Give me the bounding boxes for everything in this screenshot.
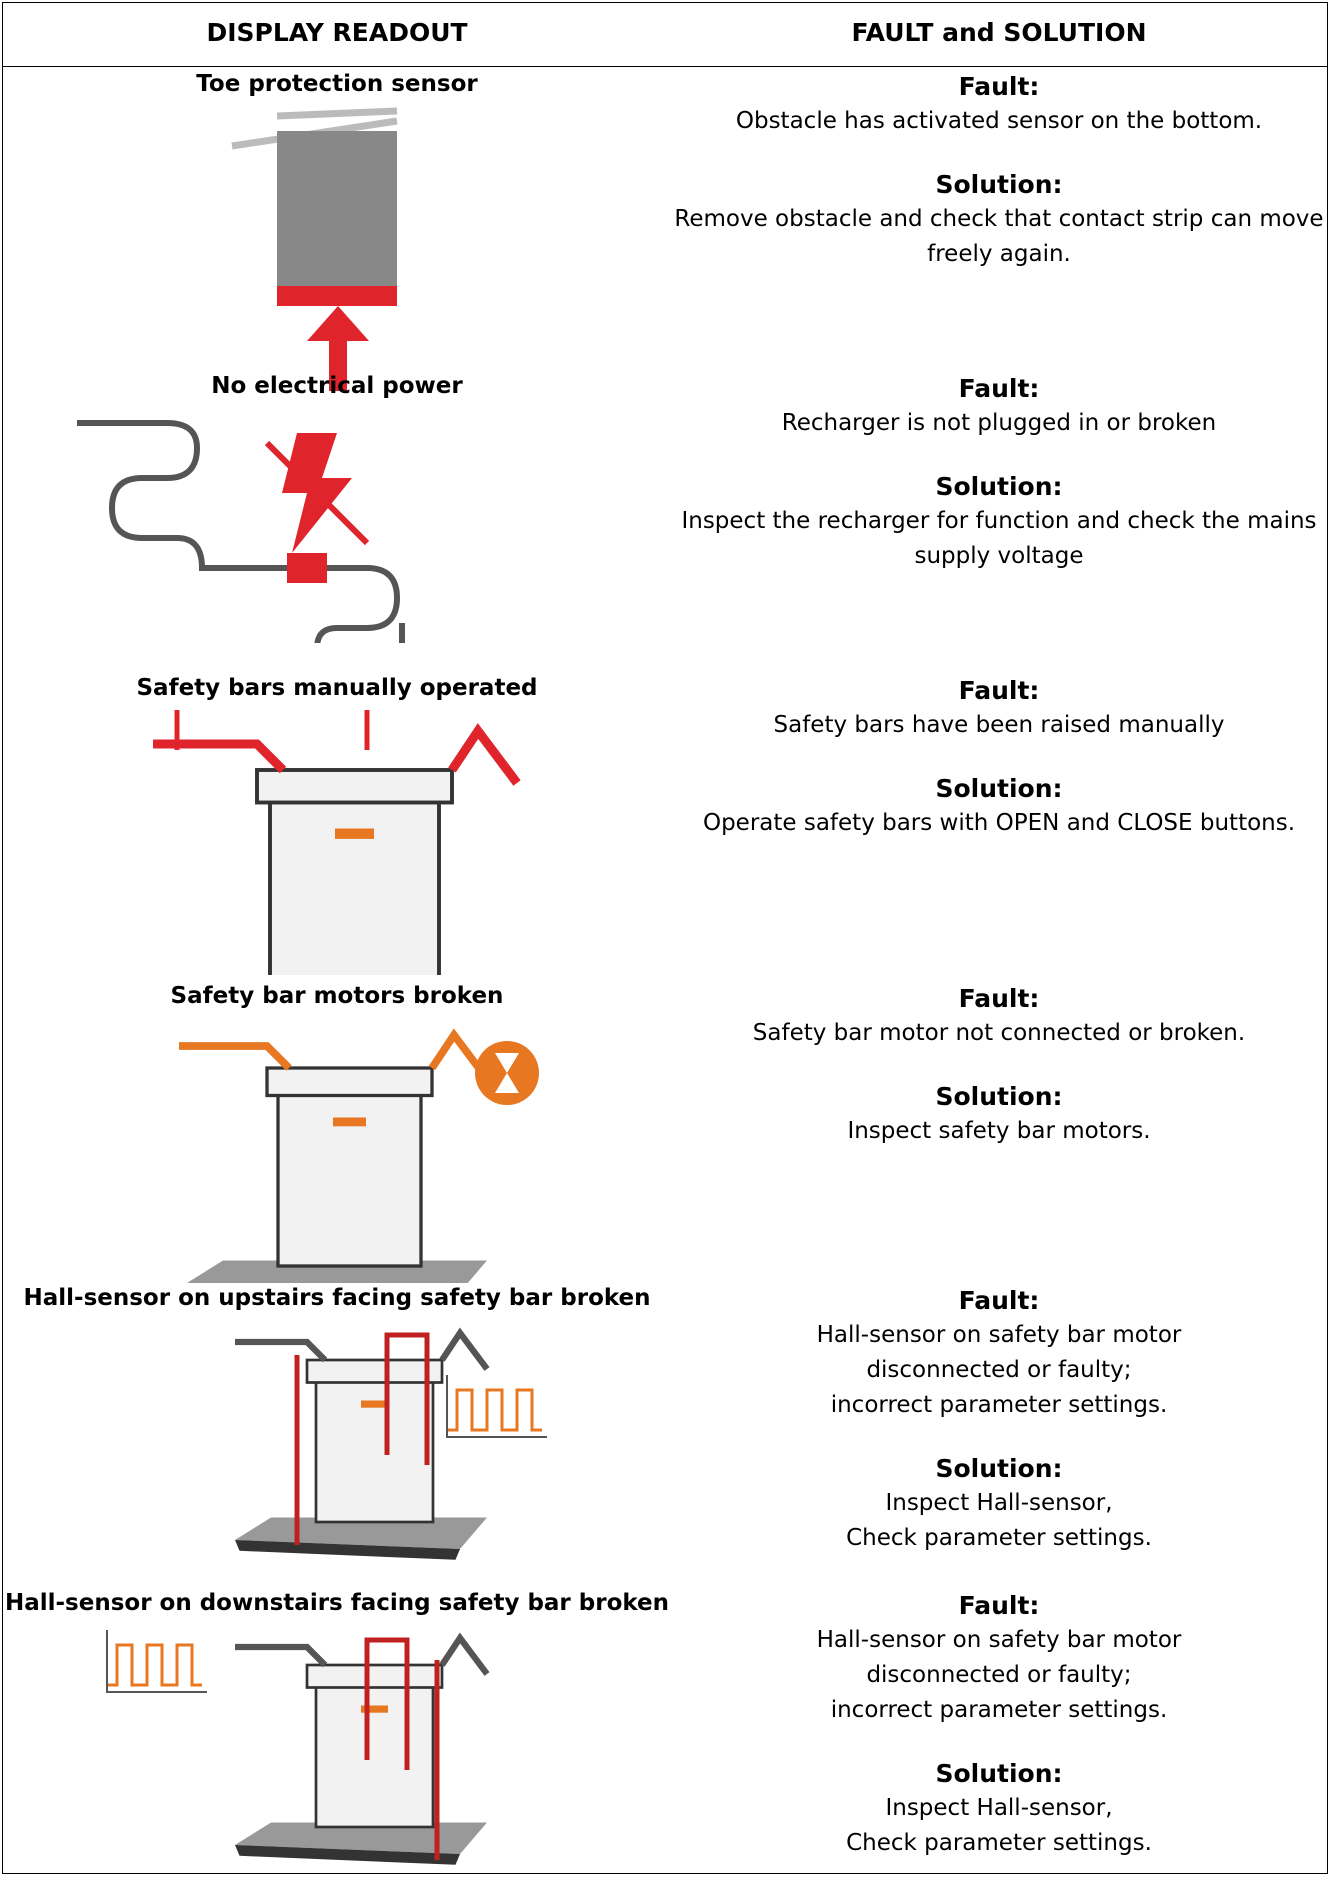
readout-title: No electrical power (211, 373, 463, 399)
solution-text: Check parameter settings. (846, 1830, 1152, 1856)
illustration (235, 1327, 547, 1560)
fault-cell: Fault: Hall-sensor on safety bar motor dis… (671, 1283, 1327, 1556)
readout-cell: Toe protection sensor (3, 69, 671, 391)
fault-label: Fault: (958, 984, 1040, 1013)
fault-text: incorrect parameter settings. (830, 1697, 1168, 1723)
readout-cell: Hall-sensor on downstairs facing safety … (3, 1588, 671, 1890)
spacer (671, 1051, 1327, 1079)
solution-text: Remove obstacle and check that contact s… (674, 206, 1324, 267)
solution-label: Solution: (935, 472, 1063, 501)
spacer (671, 1728, 1327, 1756)
header-right: FAULT and SOLUTION (851, 18, 1147, 47)
fault-label: Fault: (958, 676, 1040, 705)
readout-cell: Safety bars manually operated (3, 673, 671, 975)
illustration (152, 710, 521, 975)
fault-label: Fault: (958, 1591, 1040, 1620)
fault-text: Safety bar motor not connected or broken… (752, 1020, 1246, 1046)
fault-cell: Fault: Obstacle has activated sensor on t… (671, 69, 1327, 272)
spacer (671, 139, 1327, 167)
readout-title: Toe protection sensor (196, 71, 478, 97)
solution-text: Check parameter settings. (846, 1525, 1152, 1551)
solution-text: Inspect the recharger for function and c… (681, 508, 1317, 569)
spacer (671, 1423, 1327, 1451)
solution-label: Solution: (935, 1454, 1063, 1483)
fault-text: Recharger is not plugged in or broken (781, 410, 1217, 436)
solution-text: Operate safety bars with OPEN and CLOSE … (702, 810, 1296, 836)
fault-text: Obstacle has activated sensor on the bot… (735, 108, 1263, 134)
fault-text: Safety bars have been raised manually (773, 712, 1225, 738)
readout-title: Hall-sensor on downstairs facing safety … (4, 1590, 670, 1616)
readout-cell: No electrical power (3, 371, 671, 643)
fault-cell: Fault: Hall-sensor on safety bar motor dis… (671, 1588, 1327, 1861)
fault-text: Hall-sensor on safety bar motor (816, 1627, 1182, 1653)
fault-text: disconnected or faulty; (866, 1662, 1132, 1688)
solution-label: Solution: (935, 170, 1063, 199)
header-rule (3, 66, 1327, 67)
solution-text: Inspect Hall-sensor, (885, 1795, 1113, 1821)
fault-label: Fault: (958, 374, 1040, 403)
spacer (671, 441, 1327, 469)
spacer (671, 743, 1327, 771)
fault-label: Fault: (958, 1286, 1040, 1315)
header-left: DISPLAY READOUT (206, 18, 468, 47)
illustration (106, 1630, 490, 1865)
fault-text: Hall-sensor on safety bar motor (816, 1322, 1182, 1348)
readout-title: Safety bars manually operated (136, 675, 538, 701)
readout-cell: Hall-sensor on upstairs facing safety ba… (3, 1283, 671, 1585)
illustration (179, 1028, 539, 1283)
readout-cell: Safety bar motors broken (3, 981, 671, 1283)
solution-text: Inspect Hall-sensor, (885, 1490, 1113, 1516)
solution-text: Inspect safety bar motors. (847, 1118, 1151, 1144)
fault-cell: Fault: Recharger is not plugged in or bro… (671, 371, 1327, 574)
solution-label: Solution: (935, 774, 1063, 803)
fault-cell: Fault: Safety bar motor not connected or … (671, 981, 1327, 1149)
fault-cell: Fault: Safety bars have been raised manua… (671, 673, 1327, 841)
fault-text: incorrect parameter settings. (830, 1392, 1168, 1418)
fault-text: disconnected or faulty; (866, 1357, 1132, 1383)
illustration (77, 420, 405, 643)
fault-label: Fault: (958, 72, 1040, 101)
illustration (231, 107, 398, 391)
solution-label: Solution: (935, 1759, 1063, 1788)
solution-label: Solution: (935, 1082, 1063, 1111)
readout-title: Hall-sensor on upstairs facing safety ba… (23, 1285, 651, 1311)
readout-title: Safety bar motors broken (170, 983, 504, 1009)
